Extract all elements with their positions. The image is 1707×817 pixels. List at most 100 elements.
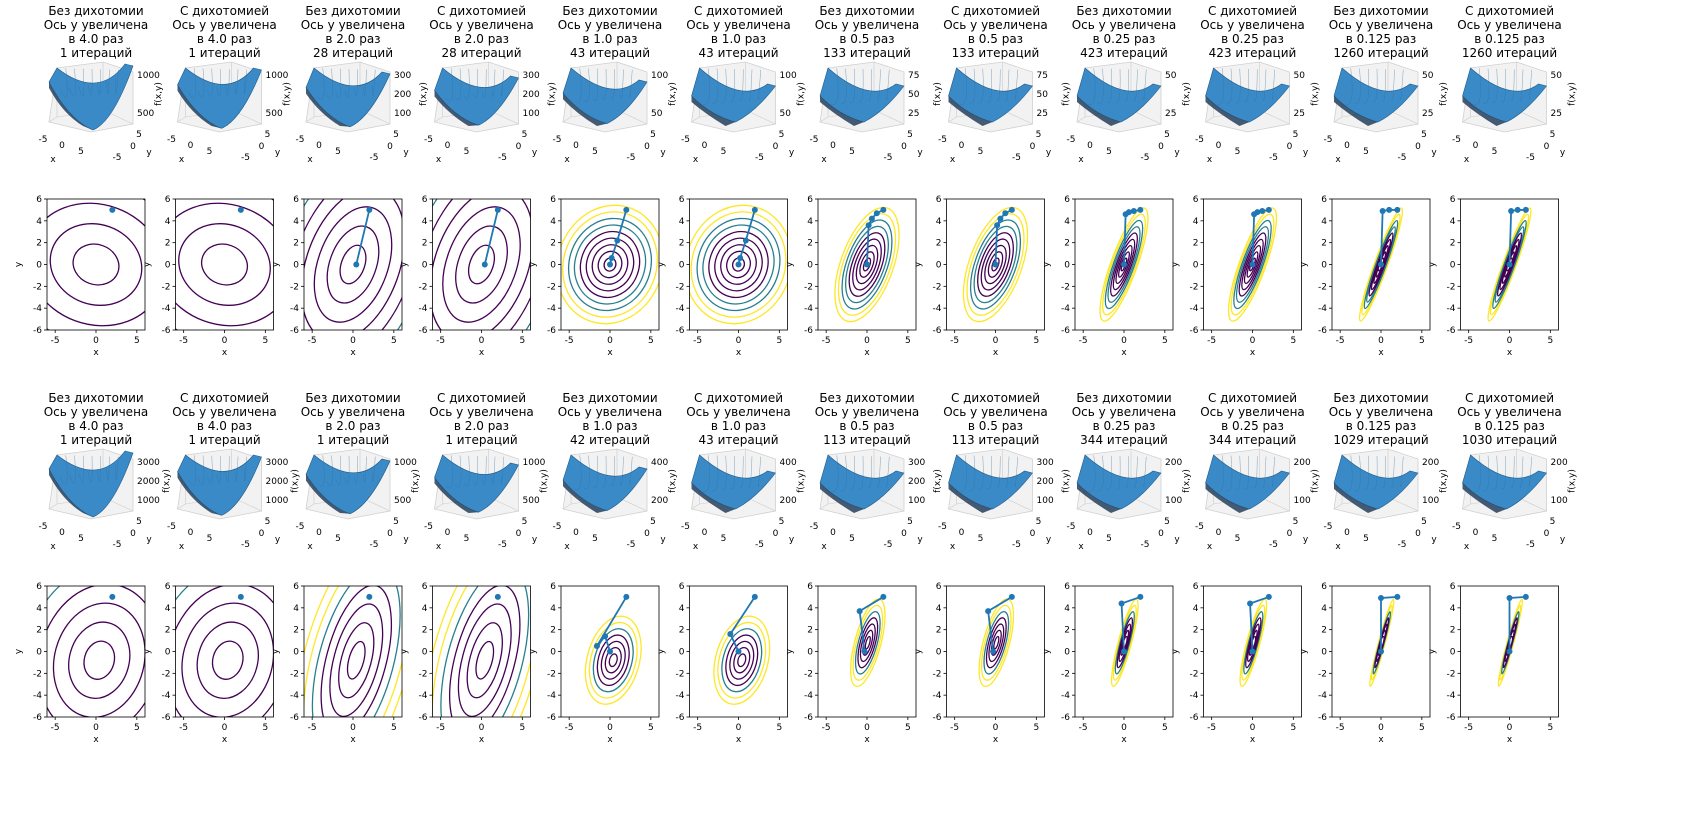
surface-mesh-line xyxy=(1492,455,1498,491)
surface-mesh xyxy=(819,454,905,510)
surface-mesh-line xyxy=(1372,455,1378,490)
surface-mesh-line xyxy=(243,456,247,482)
path-point xyxy=(727,631,734,638)
surface-mesh xyxy=(1205,454,1291,510)
surface-z-tick: 50 xyxy=(1294,71,1306,81)
surface-mesh-line xyxy=(207,455,213,484)
contour-plot-area xyxy=(978,593,1015,688)
surface-mesh xyxy=(1462,454,1548,510)
y-tick-label: 4 xyxy=(936,604,942,614)
x-tick-label: -5 xyxy=(1336,336,1345,346)
y-tick-label: 4 xyxy=(1321,217,1327,227)
x-axis-label: x xyxy=(736,348,742,358)
contour-plot-area xyxy=(689,204,788,325)
surface-z-label: f(x,y) xyxy=(668,82,678,106)
path-point xyxy=(623,593,630,600)
subplot-title-line: 43 итераций xyxy=(699,433,779,447)
surface-z-tick: 1000 xyxy=(266,71,289,81)
subplot-title-line: Ось y увеличена xyxy=(558,405,663,419)
subplot-title-line: в 2.0 раз xyxy=(454,32,509,46)
y-tick-label: 6 xyxy=(807,582,813,592)
surface-mesh-line xyxy=(831,68,839,106)
surface-y-tick: 5 xyxy=(907,130,913,140)
surface-z-tick: 200 xyxy=(523,90,540,100)
surface-z-label: f(x,y) xyxy=(933,469,943,493)
x-tick-label: -5 xyxy=(179,336,188,346)
surface-mesh-line xyxy=(363,456,367,483)
contour-plot-area xyxy=(1487,206,1532,322)
contour-level xyxy=(304,199,402,330)
y-tick-label: -6 xyxy=(419,713,428,723)
surface-x-tick: -5 xyxy=(1195,522,1204,532)
contour-level xyxy=(984,244,1007,285)
surface-y-tick: 5 xyxy=(136,130,142,140)
surface-mesh-line xyxy=(1235,68,1241,104)
subplot-title-line: 133 итераций xyxy=(952,46,1040,60)
y-axis-label: y xyxy=(1042,648,1052,654)
path-point xyxy=(1265,593,1272,600)
surface-y-tick: -5 xyxy=(1012,540,1021,550)
subplot-title-line: С дихотомией xyxy=(951,4,1040,18)
y-tick-label: 2 xyxy=(1064,239,1070,249)
y-tick-label: 2 xyxy=(1450,626,1456,636)
contour-level xyxy=(562,211,658,318)
surface-mesh-line xyxy=(335,455,342,485)
x-tick-label: -5 xyxy=(308,336,317,346)
surface-y-tick: 5 xyxy=(779,517,785,527)
surface-x-tick: 0 xyxy=(316,141,322,151)
contour-axes: -5 0 5 x -6 -4 -2 0 2 4 6 y xyxy=(1428,195,1559,358)
y-tick-label: -6 xyxy=(933,326,942,336)
contour-level xyxy=(1107,226,1141,303)
path-line xyxy=(1380,209,1398,265)
surface-z-tick: 300 xyxy=(394,71,411,81)
surface-shadow xyxy=(1334,96,1378,126)
contour-level xyxy=(1246,623,1260,663)
surface-shadow xyxy=(1205,483,1250,513)
y-tick-label: 2 xyxy=(679,626,685,636)
path-point xyxy=(751,206,758,213)
surface-z-tick: 100 xyxy=(908,496,925,506)
x-tick-label: 5 xyxy=(776,336,782,346)
surface-y-tick: 5 xyxy=(1550,517,1556,527)
surface-mesh-line xyxy=(1354,68,1361,105)
y-tick-label: 0 xyxy=(1450,261,1456,271)
y-tick-label: -4 xyxy=(290,691,299,701)
subplot-title-line: 28 итераций xyxy=(442,46,522,60)
contour-level xyxy=(726,250,751,279)
surface-x-tick: -5 xyxy=(167,522,176,532)
surface-y-tick: 0 xyxy=(901,142,907,152)
surface-y-tick: 5 xyxy=(393,130,399,140)
contour-level xyxy=(561,204,659,325)
surface-y-tick: 0 xyxy=(773,529,779,539)
subplot-title-line: Ось y увеличена xyxy=(172,18,277,32)
path-point xyxy=(1249,261,1256,268)
y-tick-label: -2 xyxy=(804,282,813,292)
x-axis-label: x xyxy=(1507,735,1513,745)
y-tick-label: 6 xyxy=(293,582,299,592)
surface-y-tick: 0 xyxy=(1158,529,1164,539)
y-tick-label: -6 xyxy=(33,713,42,723)
y-tick-label: -6 xyxy=(1447,326,1456,336)
surface-mesh-line xyxy=(454,455,462,488)
subplot-title-line: Ось y увеличена xyxy=(686,405,791,419)
axes-frame xyxy=(432,198,531,331)
y-tick-label: -2 xyxy=(1190,282,1199,292)
x-tick-label: -5 xyxy=(1207,723,1216,733)
surface-y-tick: -5 xyxy=(1398,540,1407,550)
y-axis-label: y xyxy=(143,261,153,267)
path-point xyxy=(990,648,997,655)
y-tick-label: 4 xyxy=(422,217,428,227)
y-tick-label: 0 xyxy=(1193,648,1199,658)
surface-x-tick: -5 xyxy=(553,135,562,145)
surface-mesh-line xyxy=(840,68,847,105)
surface-mesh-line xyxy=(60,455,68,485)
contour-level xyxy=(313,206,393,323)
